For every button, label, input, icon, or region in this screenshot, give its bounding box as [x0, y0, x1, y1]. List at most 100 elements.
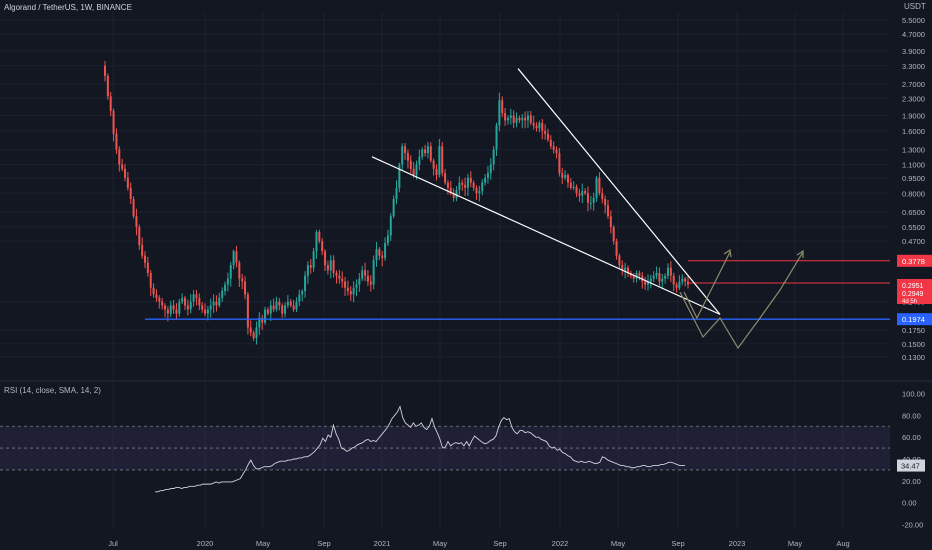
candle-body: [655, 272, 658, 276]
candle: [175, 303, 178, 320]
candle-body: [272, 305, 275, 310]
candle: [549, 135, 552, 150]
candle: [564, 170, 567, 181]
time-tick-label: Sep: [317, 539, 330, 548]
candle: [452, 188, 455, 202]
candle-body: [204, 309, 207, 314]
candle-body: [244, 281, 247, 295]
time-tick-label: May: [788, 539, 802, 548]
candle: [612, 225, 615, 245]
candle: [469, 171, 472, 188]
candle: [658, 267, 661, 287]
price-tick-label: 0.1750: [902, 326, 925, 335]
candle-body: [335, 272, 338, 276]
candle: [146, 256, 149, 277]
candle-body: [186, 305, 189, 310]
candle-body: [218, 297, 221, 306]
candle-body: [669, 267, 672, 276]
candle-body: [141, 245, 144, 256]
candle: [266, 307, 269, 316]
candle-body: [561, 173, 564, 178]
price-tick-label: 0.4700: [902, 237, 925, 246]
price-chart[interactable]: [103, 61, 890, 350]
candle-body: [446, 182, 449, 188]
candle: [292, 299, 295, 312]
candle: [324, 249, 327, 271]
candle: [601, 187, 604, 204]
candle: [541, 118, 544, 140]
candle: [638, 270, 641, 281]
candle-body: [546, 133, 549, 140]
candle-body: [135, 216, 138, 228]
candle: [358, 272, 361, 292]
price-label: 0.3778: [897, 254, 932, 267]
candle-body: [155, 294, 158, 298]
price-tick-label: 5.5000: [902, 16, 925, 25]
candle-body: [486, 173, 489, 178]
candle: [244, 276, 247, 300]
candle: [201, 302, 204, 313]
candle: [361, 265, 364, 281]
candle: [121, 158, 124, 172]
candle: [141, 237, 144, 259]
candle: [626, 265, 629, 278]
candle-body: [518, 117, 521, 121]
candle: [546, 128, 549, 142]
candle-body: [361, 270, 364, 279]
price-unit: USDT: [904, 2, 926, 11]
candle: [575, 184, 578, 198]
candle-body: [549, 139, 552, 147]
candle-body: [281, 305, 284, 314]
candle: [464, 177, 467, 196]
candle-body: [484, 177, 487, 183]
candle: [504, 107, 507, 126]
candle-body: [452, 193, 455, 198]
candle: [675, 282, 678, 293]
candle-body: [489, 164, 492, 174]
candle: [346, 280, 349, 296]
candle-body: [369, 281, 372, 285]
candle: [472, 180, 475, 192]
candle-body: [206, 309, 209, 314]
candle: [318, 229, 321, 244]
candle-body: [144, 255, 147, 263]
price-tick-label: 0.1300: [902, 353, 925, 362]
candle-body: [384, 243, 387, 258]
projection-arrowhead: [796, 249, 804, 258]
candle-body: [544, 130, 547, 134]
time-tick-label: May: [256, 539, 270, 548]
candle: [164, 303, 167, 318]
candle: [326, 260, 329, 275]
candle: [609, 210, 612, 234]
candle-body: [586, 193, 589, 203]
candle-body: [478, 191, 481, 194]
candle: [389, 213, 392, 241]
candle-body: [346, 287, 349, 292]
candle: [249, 320, 252, 337]
candle: [341, 271, 344, 288]
candle: [384, 237, 387, 261]
price-label-text: 0.2949: [902, 291, 924, 298]
candle-body: [495, 125, 498, 150]
price-tick-label: 1.9000: [902, 111, 925, 120]
candle-body: [589, 202, 592, 204]
candle: [218, 292, 221, 308]
candle-body: [684, 278, 687, 282]
rsi-value-text: 34.47: [901, 462, 920, 471]
candle-body: [309, 265, 312, 268]
candle: [678, 275, 681, 290]
price-label-bg: [897, 313, 932, 326]
axes: 5.5000 4.7000 3.9000 3.3000 2.7000 2.3000 1.90…: [108, 16, 932, 548]
candle: [561, 167, 564, 184]
rsi-chart[interactable]: [0, 405, 890, 493]
candle-body: [352, 287, 355, 295]
candle: [349, 286, 352, 301]
candle-body: [344, 281, 347, 288]
candle: [512, 110, 515, 129]
candle-body: [438, 146, 441, 176]
candle-body: [238, 262, 241, 279]
candle-body: [426, 146, 429, 154]
candle-body: [329, 260, 332, 271]
candle: [555, 146, 558, 159]
